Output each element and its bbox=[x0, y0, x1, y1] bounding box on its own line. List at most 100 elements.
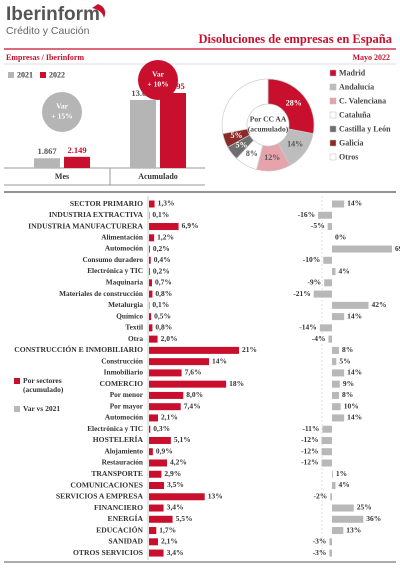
bar bbox=[332, 527, 344, 535]
row-label: COMUNICACIONES bbox=[70, 480, 143, 489]
bar bbox=[149, 290, 153, 298]
legend-label: Castilla y León bbox=[339, 124, 391, 133]
bar bbox=[332, 515, 364, 523]
bar bbox=[149, 425, 151, 433]
value-label: 0,2% bbox=[153, 244, 170, 253]
bar bbox=[332, 470, 333, 478]
legend-label: 2021 bbox=[17, 70, 33, 79]
category-label: Mes bbox=[55, 172, 69, 181]
value-label: 0,1% bbox=[152, 300, 169, 309]
value-label: 21% bbox=[242, 345, 257, 354]
logo: Iberinform bbox=[6, 4, 100, 25]
pie-slice bbox=[221, 78, 269, 135]
bar bbox=[149, 380, 227, 388]
row-label: Alojamiento bbox=[104, 446, 143, 455]
bar bbox=[332, 504, 354, 512]
value-label: 3,5% bbox=[167, 480, 184, 489]
legend-label: Cataluña bbox=[339, 110, 371, 119]
legend-swatch bbox=[329, 125, 337, 133]
row-label: Textil bbox=[125, 323, 143, 332]
value-label: 5,1% bbox=[174, 435, 191, 444]
row-label: Construcción bbox=[101, 356, 143, 365]
row-label: Maquinaria bbox=[106, 277, 144, 286]
value-label: 14% bbox=[347, 199, 362, 208]
value-label: -11% bbox=[302, 424, 319, 433]
bar bbox=[330, 493, 332, 501]
bar bbox=[149, 223, 179, 231]
value-label: -3% bbox=[313, 548, 327, 557]
legend-swatch bbox=[14, 378, 20, 384]
bar bbox=[149, 448, 153, 456]
bar bbox=[149, 403, 181, 411]
bar bbox=[64, 156, 90, 168]
value-label: 6,9% bbox=[182, 221, 199, 230]
bar bbox=[149, 436, 171, 444]
legend-label: Galicia bbox=[339, 138, 363, 147]
bar bbox=[321, 459, 332, 467]
bar bbox=[332, 414, 345, 422]
value-label: 0,4% bbox=[154, 255, 171, 264]
value-label: 10% bbox=[344, 401, 359, 410]
value-label: 8,0% bbox=[186, 390, 203, 399]
slice-label: 5% bbox=[236, 140, 248, 149]
value-label: 1.867 bbox=[37, 146, 57, 156]
row-label: Materiales de construcción bbox=[59, 289, 143, 298]
legend-swatch bbox=[40, 72, 46, 78]
annotation-text: + 15% bbox=[51, 112, 72, 121]
value-label: 13% bbox=[346, 525, 361, 534]
value-label: 13% bbox=[208, 491, 223, 500]
row-label: Electrónica y TIC bbox=[87, 424, 143, 433]
value-label: 0,9% bbox=[156, 446, 173, 455]
value-label: -5% bbox=[311, 221, 325, 230]
legend-label: Madrid bbox=[339, 68, 366, 77]
row-label: SERVICIOS A EMPRESA bbox=[56, 492, 144, 501]
row-label: Electrónica y TIC bbox=[87, 266, 143, 275]
bar bbox=[149, 369, 182, 377]
legend-swatch bbox=[329, 69, 337, 77]
bar bbox=[328, 335, 332, 343]
value-label: 8% bbox=[342, 345, 353, 354]
value-label: 4% bbox=[338, 480, 349, 489]
value-label: 1% bbox=[336, 469, 347, 478]
row-label: OTROS SERVICIOS bbox=[73, 548, 143, 557]
annotation-badge bbox=[138, 60, 178, 100]
legend-swatch bbox=[329, 139, 337, 147]
row-label: Restauración bbox=[102, 458, 143, 467]
bar bbox=[149, 268, 150, 276]
bar bbox=[321, 436, 332, 444]
tagline: Crédito y Caución bbox=[6, 25, 90, 37]
legend-swatch bbox=[8, 72, 14, 78]
slice-label: 8% bbox=[246, 149, 258, 158]
bar bbox=[323, 256, 332, 264]
pie-subtitle: (acumulado) bbox=[248, 125, 289, 134]
legend-swatch bbox=[329, 97, 337, 105]
annotation-text: + 10% bbox=[147, 80, 168, 89]
bar bbox=[149, 470, 162, 478]
legend-swatch bbox=[329, 153, 337, 161]
value-label: 2.149 bbox=[67, 145, 86, 155]
value-label: 0,5% bbox=[154, 311, 171, 320]
value-label: -12% bbox=[301, 458, 319, 467]
legend-swatch bbox=[329, 83, 337, 91]
value-label: -12% bbox=[301, 435, 319, 444]
pie-title: Por CC AA bbox=[250, 115, 287, 124]
value-label: 14% bbox=[212, 356, 227, 365]
row-label: INDUSTRIA MANUFACTURERA bbox=[28, 221, 143, 230]
value-label: 4,2% bbox=[170, 458, 187, 467]
bar bbox=[130, 99, 156, 168]
value-label: 42% bbox=[372, 300, 387, 309]
value-label: 5,5% bbox=[176, 514, 193, 523]
value-label: 18% bbox=[229, 379, 244, 388]
value-label: 0,1% bbox=[152, 210, 169, 219]
row-label: Por mayor bbox=[110, 401, 144, 410]
bar bbox=[149, 313, 152, 321]
row-label: Automoción bbox=[105, 413, 143, 422]
bar bbox=[332, 380, 340, 388]
value-label: 8% bbox=[342, 390, 353, 399]
bar bbox=[329, 549, 332, 557]
legend-swatch bbox=[329, 111, 337, 119]
value-label: 0,8% bbox=[155, 323, 172, 332]
value-label: -14% bbox=[299, 323, 317, 332]
bar bbox=[332, 369, 345, 377]
